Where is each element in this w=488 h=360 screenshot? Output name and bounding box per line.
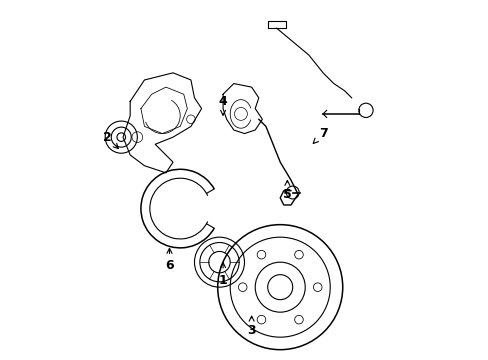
Text: 2: 2 xyxy=(102,131,118,149)
Text: 4: 4 xyxy=(218,95,227,115)
Text: 7: 7 xyxy=(313,127,327,143)
Text: 1: 1 xyxy=(218,262,227,287)
Text: 6: 6 xyxy=(165,248,173,272)
Text: 3: 3 xyxy=(247,316,255,337)
Text: 5: 5 xyxy=(283,180,291,201)
